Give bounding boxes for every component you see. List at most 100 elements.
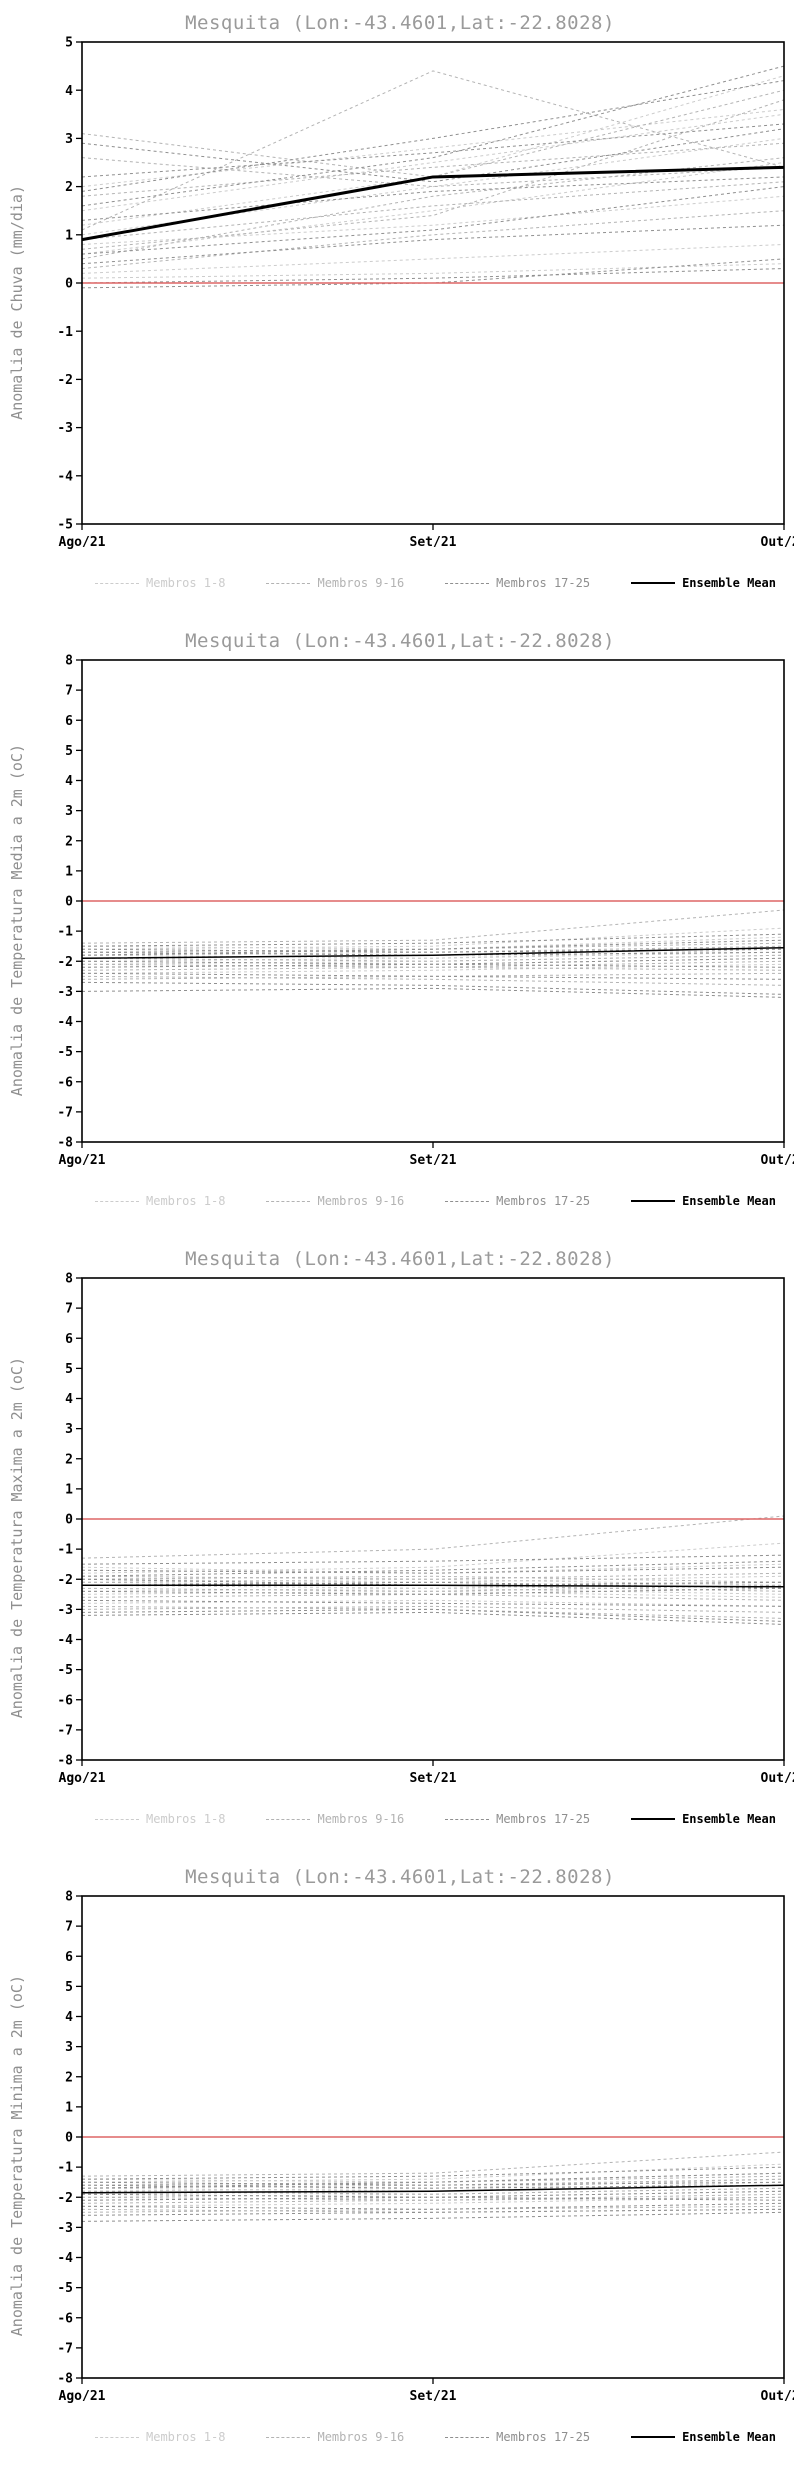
plot-area: -5 -4 -3 -2 -1 0 1 2 3 4 5 Ago/21 Set/21 Out/21 — [57, 36, 794, 550]
legend-item-ensemble-mean: Ensemble Mean — [631, 1194, 776, 1208]
svg-text:Ago/21: Ago/21 — [59, 1153, 106, 1168]
legend-line-sample — [445, 1818, 490, 1820]
legend-item-ensemble-mean: Ensemble Mean — [631, 1812, 776, 1826]
y-axis-label: Anomalia de Temperatura Minima a 2m (oC) — [8, 1975, 26, 2337]
svg-text:Out/21: Out/21 — [761, 1771, 794, 1786]
svg-text:-2: -2 — [57, 955, 73, 970]
svg-text:-3: -3 — [57, 421, 73, 436]
legend-line-sample — [266, 1200, 311, 1202]
svg-text:-3: -3 — [57, 2221, 73, 2236]
plot-area: -8 -7 -6 -5 -4 -3 -2 -1 0 1 2 3 4 5 6 7 8 Ago/21 Set/21 Out… — [57, 1890, 794, 2404]
chart-title: Mesquita (Lon:-43.4601,Lat:-22.8028) — [185, 1248, 615, 1270]
legend-item-membros-9-16: Membros 9-16 — [266, 2430, 404, 2444]
svg-text:2: 2 — [65, 1452, 73, 1467]
legend-label: Ensemble Mean — [682, 2430, 776, 2444]
legend-item-membros-17-25: Membros 17-25 — [445, 576, 590, 590]
svg-text:0: 0 — [65, 1513, 73, 1528]
legend-line-sample — [266, 2436, 311, 2438]
chart-min-temp-anomaly: Mesquita (Lon:-43.4601,Lat:-22.8028) Ano… — [0, 1854, 800, 2472]
legend-label: Membros 17-25 — [496, 1194, 591, 1208]
svg-text:2: 2 — [65, 2070, 73, 2085]
legend-label: Membros 9-16 — [317, 576, 405, 590]
svg-text:3: 3 — [65, 2040, 73, 2055]
legend-label: Membros 9-16 — [317, 1812, 405, 1826]
svg-text:2: 2 — [65, 834, 73, 849]
legend-item-membros-17-25: Membros 17-25 — [445, 2430, 590, 2444]
svg-text:1: 1 — [65, 864, 73, 879]
chart-mean-temp-anomaly: Mesquita (Lon:-43.4601,Lat:-22.8028) Ano… — [0, 618, 800, 1236]
legend-line-sample — [445, 1200, 490, 1202]
legend-label: Ensemble Mean — [682, 1194, 776, 1208]
svg-text:Out/21: Out/21 — [761, 535, 794, 550]
svg-text:-1: -1 — [57, 2161, 73, 2176]
svg-text:4: 4 — [65, 774, 73, 789]
svg-text:7: 7 — [65, 1302, 73, 1317]
svg-text:6: 6 — [65, 1332, 73, 1347]
svg-text:-8: -8 — [57, 2372, 73, 2387]
svg-text:-5: -5 — [57, 2281, 73, 2296]
legend-line-sample — [95, 582, 139, 584]
legend-line-sample — [95, 1200, 139, 1202]
chart-rain-anomaly: Mesquita (Lon:-43.4601,Lat:-22.8028) Ano… — [0, 0, 800, 618]
chart-title: Mesquita (Lon:-43.4601,Lat:-22.8028) — [185, 1866, 615, 1888]
legend-line-sample — [95, 2436, 139, 2438]
legend-line-sample — [631, 1200, 676, 1202]
svg-text:5: 5 — [65, 744, 73, 759]
svg-text:7: 7 — [65, 1920, 73, 1935]
svg-text:Ago/21: Ago/21 — [59, 535, 106, 550]
legend-line-sample — [445, 582, 490, 584]
legend: Membros 1-8 Membros 9-16 Membros 17-25 E… — [95, 2430, 776, 2444]
legend: Membros 1-8 Membros 9-16 Membros 17-25 E… — [95, 1812, 776, 1826]
y-axis-label: Anomalia de Temperatura Media a 2m (oC) — [8, 743, 26, 1097]
legend-label: Membros 9-16 — [317, 1194, 405, 1208]
svg-text:-1: -1 — [57, 925, 73, 940]
svg-text:-4: -4 — [57, 1015, 73, 1030]
svg-text:Set/21: Set/21 — [410, 535, 457, 550]
svg-text:1: 1 — [65, 2100, 73, 2115]
svg-text:-8: -8 — [57, 1136, 73, 1151]
svg-text:-6: -6 — [57, 2311, 73, 2326]
legend-label: Membros 17-25 — [496, 2430, 591, 2444]
svg-text:4: 4 — [65, 2010, 73, 2025]
plot-row: Anomalia de Chuva (mm/dia) -5 -4 -3 -2 -1 0 1 2… — [4, 36, 800, 568]
legend-label: Membros 1-8 — [146, 1194, 226, 1208]
svg-text:8: 8 — [65, 1272, 73, 1287]
legend-item-ensemble-mean: Ensemble Mean — [631, 2430, 776, 2444]
svg-text:-5: -5 — [57, 518, 73, 533]
svg-text:-7: -7 — [57, 1723, 73, 1738]
svg-text:-5: -5 — [57, 1045, 73, 1060]
svg-text:8: 8 — [65, 1890, 73, 1905]
legend-label: Membros 17-25 — [496, 1812, 591, 1826]
svg-text:5: 5 — [65, 36, 73, 51]
svg-text:-1: -1 — [57, 1543, 73, 1558]
svg-text:-7: -7 — [57, 2341, 73, 2356]
legend-line-sample — [266, 582, 311, 584]
svg-text:-5: -5 — [57, 1663, 73, 1678]
svg-text:0: 0 — [65, 895, 73, 910]
chart-title: Mesquita (Lon:-43.4601,Lat:-22.8028) — [185, 12, 615, 34]
svg-text:-4: -4 — [57, 469, 73, 484]
legend-item-membros-17-25: Membros 17-25 — [445, 1194, 590, 1208]
svg-text:-2: -2 — [57, 1573, 73, 1588]
legend-label: Ensemble Mean — [682, 576, 776, 590]
svg-text:5: 5 — [65, 1980, 73, 1995]
plot-area: -8 -7 -6 -5 -4 -3 -2 -1 0 1 2 3 4 5 6 7 8 Ago/21 Set/21 Out… — [57, 654, 794, 1168]
legend-item-membros-1-8: Membros 1-8 — [95, 1194, 225, 1208]
legend: Membros 1-8 Membros 9-16 Membros 17-25 E… — [95, 576, 776, 590]
svg-text:-2: -2 — [57, 2191, 73, 2206]
svg-text:Out/21: Out/21 — [761, 1153, 794, 1168]
legend-label: Membros 9-16 — [317, 2430, 405, 2444]
svg-text:Out/21: Out/21 — [761, 2389, 794, 2404]
plot-row: Anomalia de Temperatura Minima a 2m (oC)… — [4, 1890, 800, 2422]
y-axis-label: Anomalia de Chuva (mm/dia) — [8, 184, 26, 420]
legend-item-membros-1-8: Membros 1-8 — [95, 576, 225, 590]
legend-line-sample — [631, 1818, 676, 1820]
chart-title: Mesquita (Lon:-43.4601,Lat:-22.8028) — [185, 630, 615, 652]
legend-line-sample — [95, 1818, 139, 1820]
legend-item-membros-9-16: Membros 9-16 — [266, 576, 404, 590]
svg-text:7: 7 — [65, 684, 73, 699]
legend-item-membros-1-8: Membros 1-8 — [95, 1812, 225, 1826]
legend: Membros 1-8 Membros 9-16 Membros 17-25 E… — [95, 1194, 776, 1208]
svg-text:4: 4 — [65, 1392, 73, 1407]
